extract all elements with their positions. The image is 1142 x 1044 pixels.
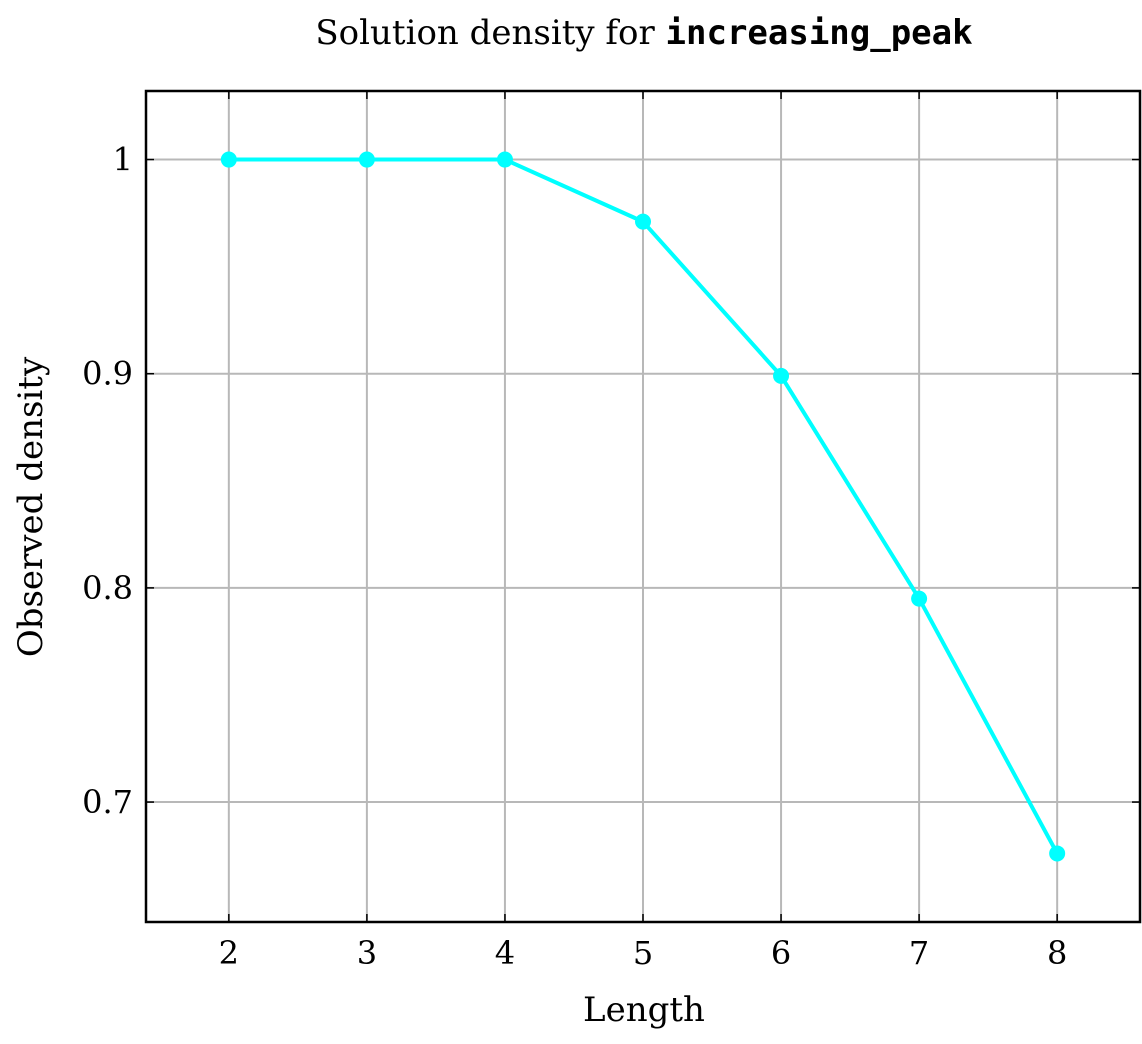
x-tick-label: 7 — [909, 934, 929, 972]
data-point — [1049, 845, 1066, 862]
axis-ticks: 2 3 4 5 6 7 8 0.7 0.8 0.9 1 — [82, 91, 1140, 972]
data-point — [635, 213, 651, 230]
chart-title: Solution density for increasing_peak — [315, 13, 972, 53]
series — [220, 151, 1066, 862]
data-point — [773, 367, 790, 384]
x-tick-label: 8 — [1047, 934, 1067, 972]
x-tick-label: 6 — [771, 934, 791, 972]
data-point — [496, 151, 513, 168]
x-tick-label: 2 — [219, 934, 239, 972]
data-point — [220, 151, 237, 168]
chart-title-text: Solution density for — [315, 13, 665, 53]
x-tick-label: 3 — [357, 934, 377, 972]
y-tick-label: 0.9 — [82, 355, 133, 393]
chart-title-code: increasing_peak — [666, 13, 973, 53]
y-tick-label: 0.8 — [82, 569, 133, 607]
y-axis-label: Observed density — [11, 356, 51, 657]
x-axis-label: Length — [583, 990, 705, 1030]
data-point — [911, 590, 928, 607]
data-point — [358, 151, 375, 168]
y-tick-label: 1 — [113, 141, 133, 179]
y-tick-label: 0.7 — [82, 783, 133, 821]
x-tick-label: 4 — [495, 934, 515, 972]
x-tick-label: 5 — [633, 934, 653, 972]
